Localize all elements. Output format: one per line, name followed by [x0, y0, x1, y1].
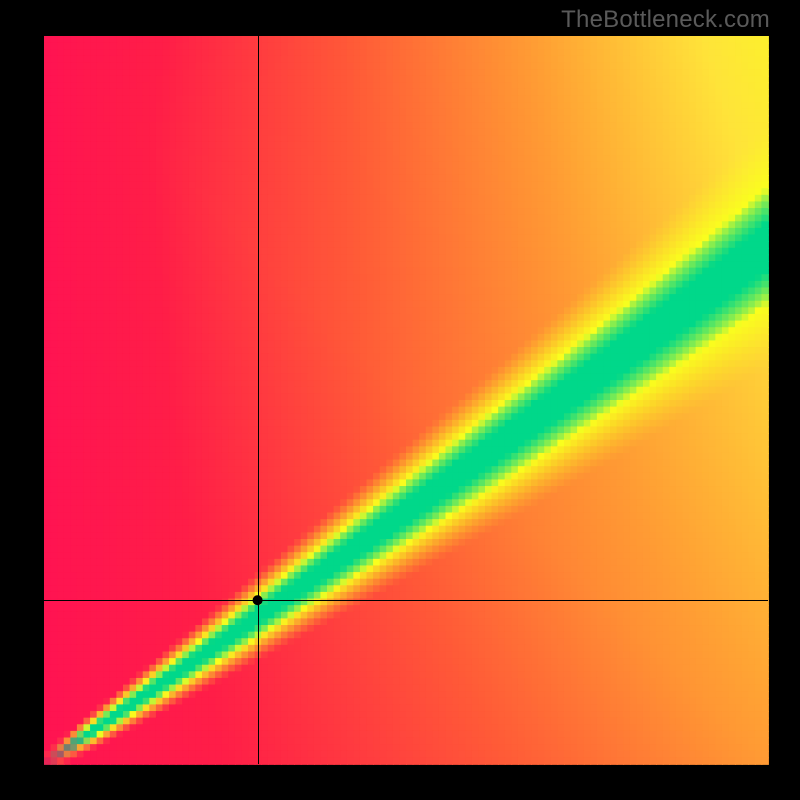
- chart-container: TheBottleneck.com: [0, 0, 800, 800]
- crosshair-overlay: [0, 0, 800, 800]
- watermark-text: TheBottleneck.com: [561, 6, 770, 34]
